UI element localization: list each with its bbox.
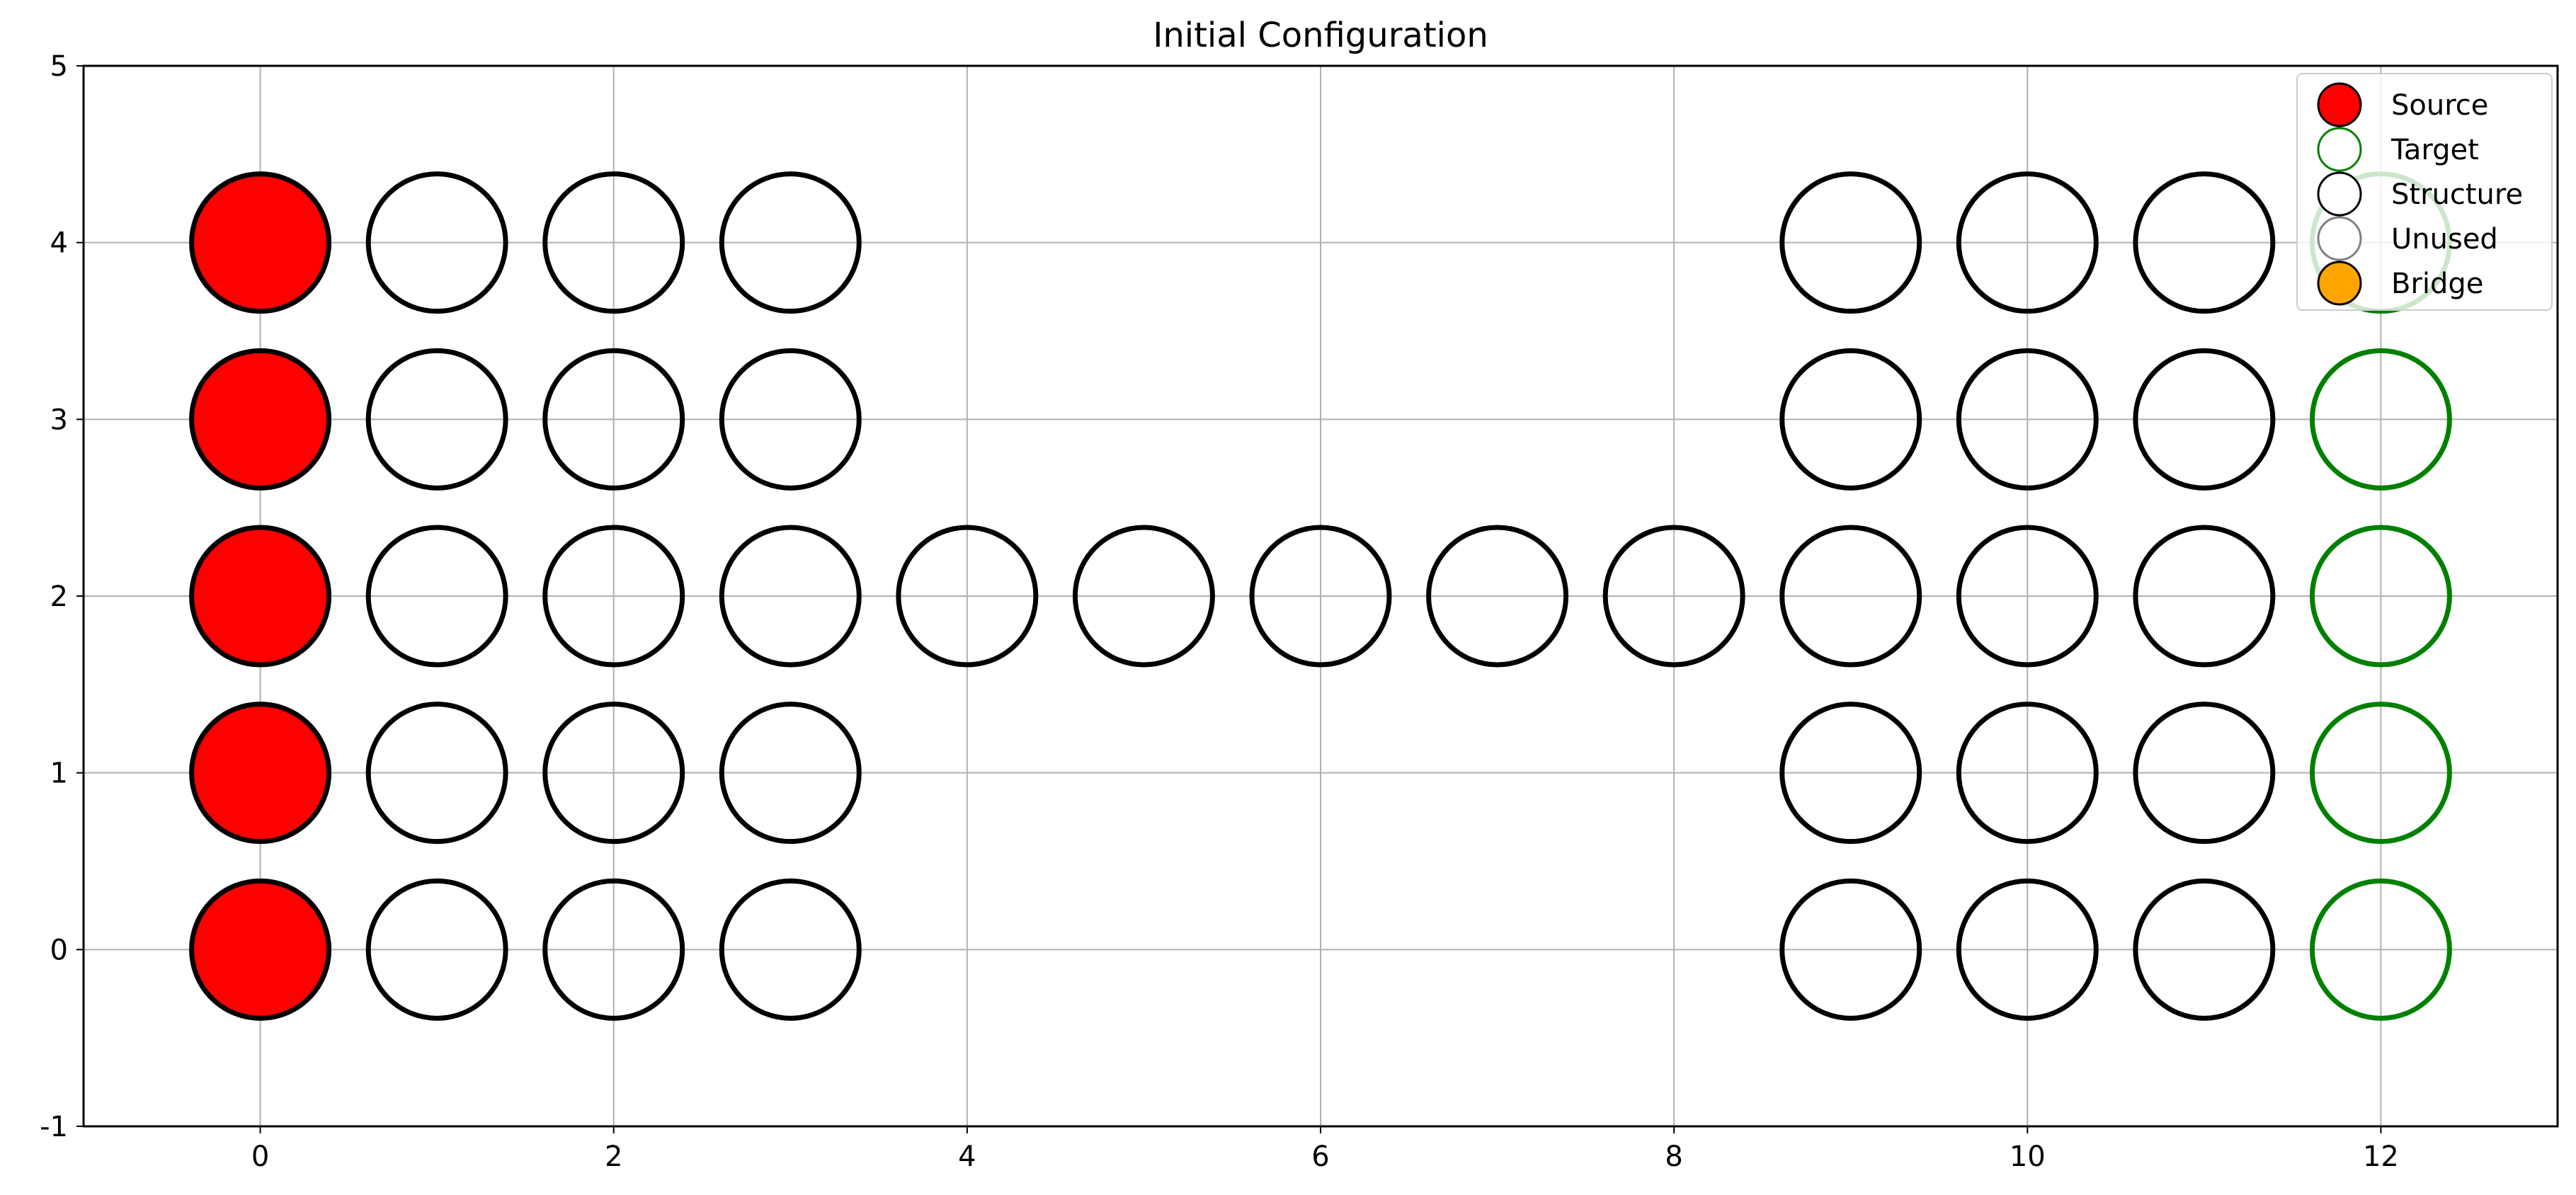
marker-structure — [365, 171, 508, 314]
marker-source — [189, 348, 332, 491]
marker-structure — [1779, 702, 1922, 845]
marker-structure — [1779, 348, 1922, 491]
y-tick-label: 0 — [50, 934, 68, 966]
marker-structure — [719, 878, 862, 1021]
y-tick-label: -1 — [40, 1111, 68, 1143]
marker-structure — [1956, 702, 2099, 845]
marker-source — [189, 702, 332, 845]
marker-structure — [1779, 525, 1922, 668]
y-tick-label: 3 — [50, 404, 68, 436]
legend-label-target: Target — [2390, 134, 2479, 166]
legend-label-unused: Unused — [2391, 223, 2498, 256]
marker-source — [189, 525, 332, 668]
marker-structure — [2133, 348, 2276, 491]
marker-target — [2309, 702, 2452, 845]
y-tick-label: 4 — [50, 227, 68, 260]
x-tick-label: 12 — [2363, 1140, 2399, 1173]
legend-marker-source — [2317, 82, 2362, 127]
marker-structure — [1956, 348, 2099, 491]
x-tick-label: 10 — [2010, 1140, 2046, 1173]
marker-target — [2309, 878, 2452, 1021]
marker-structure — [1072, 525, 1215, 668]
x-tick-label: 4 — [958, 1140, 976, 1173]
marker-structure — [1779, 171, 1922, 314]
legend-marker-target — [2317, 127, 2362, 172]
marker-target — [2309, 348, 2452, 491]
marker-structure — [365, 878, 508, 1021]
x-tick-label: 6 — [1311, 1140, 1329, 1173]
marker-structure — [896, 525, 1039, 668]
marker-structure — [719, 525, 862, 668]
marker-structure — [719, 348, 862, 491]
legend-label-structure: Structure — [2391, 178, 2523, 211]
legend-marker-bridge — [2317, 261, 2362, 306]
marker-structure — [365, 702, 508, 845]
marker-structure — [1956, 525, 2099, 668]
legend-label-bridge: Bridge — [2391, 268, 2483, 300]
marker-structure — [1249, 525, 1392, 668]
marker-target — [2309, 525, 2452, 668]
marker-structure — [719, 171, 862, 314]
legend-box — [2296, 73, 2553, 311]
marker-structure — [2133, 702, 2276, 845]
markers — [189, 171, 2452, 1021]
marker-structure — [542, 348, 685, 491]
marker-structure — [2133, 171, 2276, 314]
y-tick-label: 2 — [50, 581, 68, 613]
marker-structure — [1426, 525, 1569, 668]
marker-structure — [1956, 171, 2099, 314]
legend-marker-structure — [2317, 171, 2362, 217]
marker-structure — [542, 878, 685, 1021]
marker-source — [189, 878, 332, 1021]
marker-structure — [1779, 878, 1922, 1021]
legend: Source Target Structure Unused Bridge — [2296, 73, 2553, 311]
marker-structure — [365, 348, 508, 491]
x-tick-label: 8 — [1665, 1140, 1682, 1173]
marker-structure — [2133, 525, 2276, 668]
marker-structure — [719, 702, 862, 845]
y-tick-label: 5 — [50, 50, 68, 83]
marker-structure — [1602, 525, 1745, 668]
marker-structure — [1956, 878, 2099, 1021]
marker-source — [189, 171, 332, 314]
legend-marker-unused — [2317, 216, 2362, 261]
x-tick-label: 2 — [605, 1140, 622, 1173]
y-tick-label: 1 — [50, 757, 68, 790]
marker-structure — [542, 702, 685, 845]
x-tick-label: 0 — [251, 1140, 269, 1173]
marker-structure — [542, 171, 685, 314]
marker-structure — [542, 525, 685, 668]
chart-title: Initial Configuration — [1153, 16, 1488, 55]
legend-label-source: Source — [2391, 89, 2488, 122]
marker-structure — [365, 525, 508, 668]
marker-structure — [2133, 878, 2276, 1021]
